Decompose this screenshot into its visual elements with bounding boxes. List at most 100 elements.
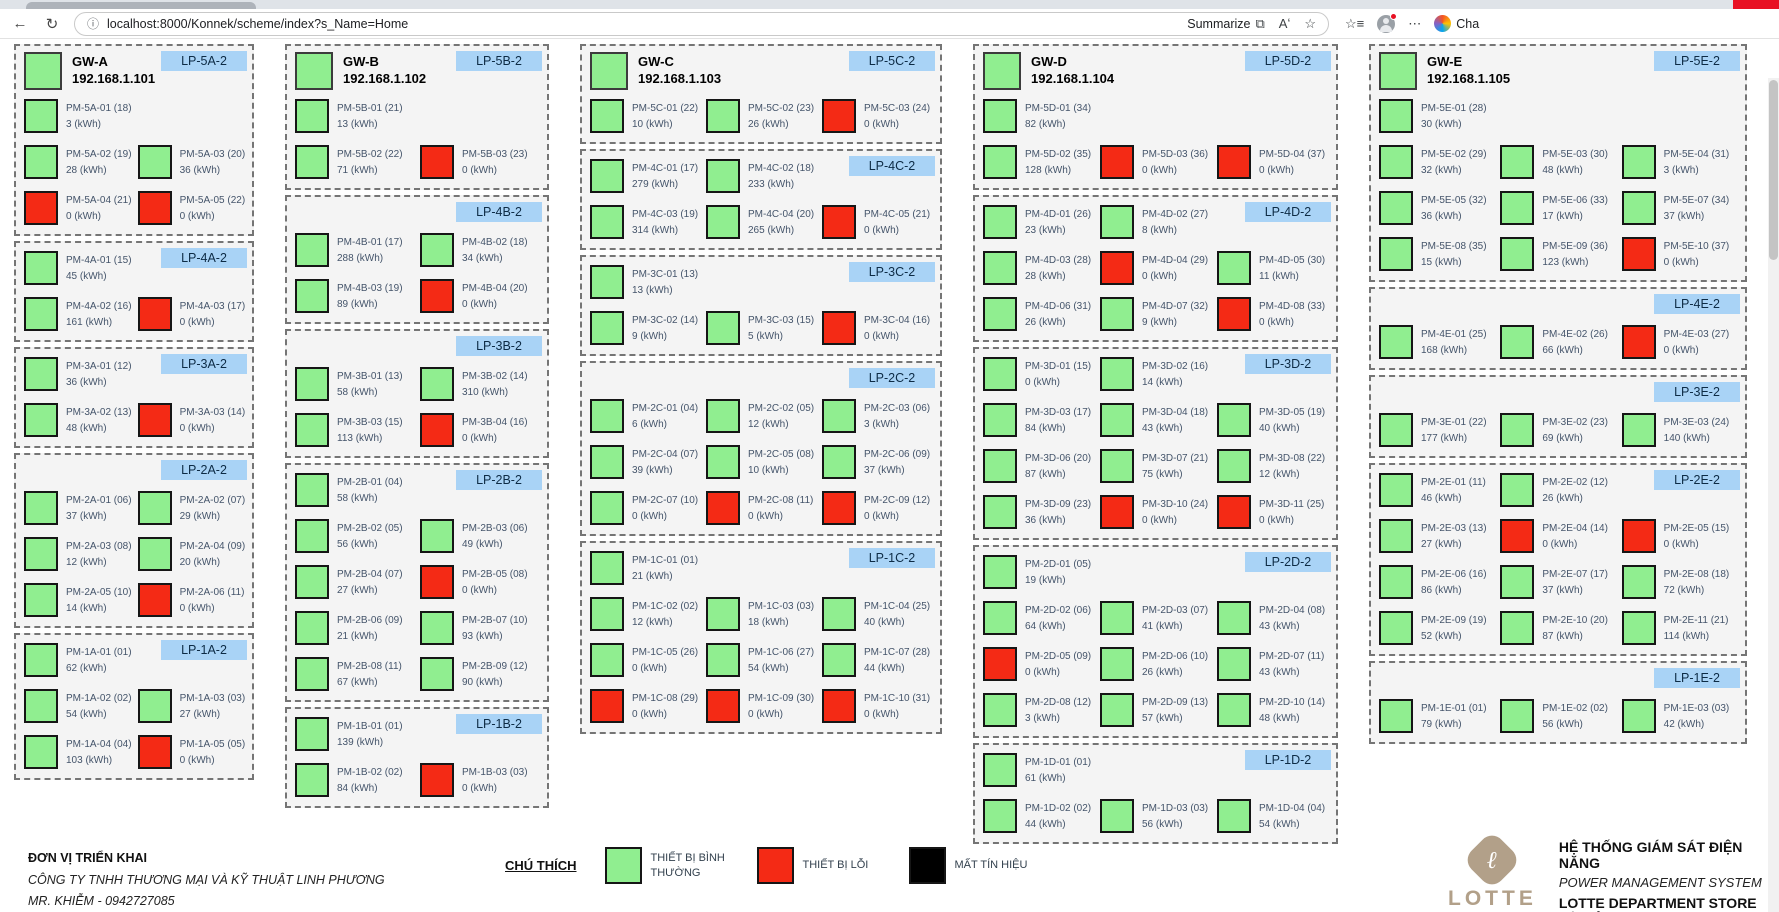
device-PM-4D-07[interactable]: PM-4D-07 (32) 9 (kWh) bbox=[1100, 295, 1211, 333]
device-PM-1B-01[interactable]: PM-1B-01 (01) 139 (kWh) bbox=[295, 715, 414, 753]
device-PM-5A-03[interactable]: PM-5A-03 (20) 36 (kWh) bbox=[137, 143, 245, 181]
device-PM-2C-05[interactable]: PM-2C-05 (08) 10 (kWh) bbox=[706, 443, 816, 481]
device-PM-5A-01[interactable]: PM-5A-01 (18) 3 (kWh) bbox=[24, 97, 132, 135]
refresh-button[interactable]: ↻ bbox=[45, 15, 59, 33]
device-PM-2E-06[interactable]: PM-2E-06 (16) 86 (kWh) bbox=[1379, 563, 1494, 601]
device-PM-2E-04[interactable]: PM-2E-04 (14) 0 (kWh) bbox=[1500, 517, 1615, 555]
device-PM-2A-04[interactable]: PM-2A-04 (09) 20 (kWh) bbox=[137, 535, 245, 573]
device-PM-3E-01[interactable]: PM-3E-01 (22) 177 (kWh) bbox=[1379, 411, 1494, 449]
device-PM-2A-06[interactable]: PM-2A-06 (11) 0 (kWh) bbox=[137, 581, 246, 619]
device-PM-5E-06[interactable]: PM-5E-06 (33) 17 (kWh) bbox=[1500, 189, 1615, 227]
device-PM-5D-01[interactable]: PM-5D-01 (34) 82 (kWh) bbox=[983, 97, 1094, 135]
device-PM-2E-01[interactable]: PM-2E-01 (11) 46 (kWh) bbox=[1379, 471, 1494, 509]
device-PM-3B-04[interactable]: PM-3B-04 (16) 0 (kWh) bbox=[420, 411, 539, 449]
device-PM-3D-11[interactable]: PM-3D-11 (25) 0 (kWh) bbox=[1217, 493, 1328, 531]
device-PM-2B-09[interactable]: PM-2B-09 (12) 90 (kWh) bbox=[420, 655, 539, 693]
device-PM-3D-02[interactable]: PM-3D-02 (16) 14 (kWh) bbox=[1100, 355, 1211, 393]
device-PM-4A-03[interactable]: PM-4A-03 (17) 0 (kWh) bbox=[137, 295, 245, 333]
device-PM-5B-03[interactable]: PM-5B-03 (23) 0 (kWh) bbox=[420, 143, 539, 181]
device-PM-1C-08[interactable]: PM-1C-08 (29) 0 (kWh) bbox=[590, 687, 700, 725]
device-PM-4D-06[interactable]: PM-4D-06 (31) 26 (kWh) bbox=[983, 295, 1094, 333]
device-PM-1C-10[interactable]: PM-1C-10 (31) 0 (kWh) bbox=[822, 687, 932, 725]
browser-tab[interactable] bbox=[26, 2, 256, 9]
device-PM-2A-05[interactable]: PM-2A-05 (10) 14 (kWh) bbox=[24, 581, 132, 619]
device-PM-4C-03[interactable]: PM-4C-03 (19) 314 (kWh) bbox=[590, 203, 700, 241]
site-info-icon[interactable]: ⓘ bbox=[87, 17, 100, 31]
device-PM-2E-07[interactable]: PM-2E-07 (17) 37 (kWh) bbox=[1500, 563, 1615, 601]
device-PM-5E-08[interactable]: PM-5E-08 (35) 15 (kWh) bbox=[1379, 235, 1494, 273]
device-PM-4D-02[interactable]: PM-4D-02 (27) 8 (kWh) bbox=[1100, 203, 1211, 241]
device-PM-4D-08[interactable]: PM-4D-08 (33) 0 (kWh) bbox=[1217, 295, 1328, 333]
device-PM-2D-01[interactable]: PM-2D-01 (05) 19 (kWh) bbox=[983, 553, 1094, 591]
device-PM-3B-01[interactable]: PM-3B-01 (13) 58 (kWh) bbox=[295, 365, 414, 403]
device-PM-3D-10[interactable]: PM-3D-10 (24) 0 (kWh) bbox=[1100, 493, 1211, 531]
device-PM-2E-10[interactable]: PM-2E-10 (20) 87 (kWh) bbox=[1500, 609, 1615, 647]
device-PM-5D-02[interactable]: PM-5D-02 (35) 128 (kWh) bbox=[983, 143, 1094, 181]
device-PM-2D-05[interactable]: PM-2D-05 (09) 0 (kWh) bbox=[983, 645, 1094, 683]
device-PM-2C-08[interactable]: PM-2C-08 (11) 0 (kWh) bbox=[706, 489, 816, 527]
device-PM-1D-03[interactable]: PM-1D-03 (03) 56 (kWh) bbox=[1100, 797, 1211, 835]
device-PM-5E-04[interactable]: PM-5E-04 (31) 3 (kWh) bbox=[1621, 143, 1737, 181]
device-PM-1D-01[interactable]: PM-1D-01 (01) 61 (kWh) bbox=[983, 751, 1094, 789]
device-PM-2D-07[interactable]: PM-2D-07 (11) 43 (kWh) bbox=[1217, 645, 1328, 683]
device-PM-5E-05[interactable]: PM-5E-05 (32) 36 (kWh) bbox=[1379, 189, 1494, 227]
device-PM-4D-01[interactable]: PM-4D-01 (26) 23 (kWh) bbox=[983, 203, 1094, 241]
device-PM-5A-02[interactable]: PM-5A-02 (19) 28 (kWh) bbox=[24, 143, 132, 181]
device-PM-2C-06[interactable]: PM-2C-06 (09) 37 (kWh) bbox=[822, 443, 932, 481]
device-PM-1C-02[interactable]: PM-1C-02 (02) 12 (kWh) bbox=[590, 595, 700, 633]
copilot-button[interactable]: Cha bbox=[1434, 15, 1479, 32]
device-PM-3D-05[interactable]: PM-3D-05 (19) 40 (kWh) bbox=[1217, 401, 1328, 439]
device-PM-5A-04[interactable]: PM-5A-04 (21) 0 (kWh) bbox=[24, 189, 132, 227]
device-PM-1A-02[interactable]: PM-1A-02 (02) 54 (kWh) bbox=[24, 687, 132, 725]
device-PM-3C-01[interactable]: PM-3C-01 (13) 13 (kWh) bbox=[590, 263, 700, 301]
device-PM-4C-04[interactable]: PM-4C-04 (20) 265 (kWh) bbox=[706, 203, 816, 241]
device-PM-5E-07[interactable]: PM-5E-07 (34) 37 (kWh) bbox=[1621, 189, 1737, 227]
device-PM-2C-09[interactable]: PM-2C-09 (12) 0 (kWh) bbox=[822, 489, 932, 527]
device-PM-2D-04[interactable]: PM-2D-04 (08) 43 (kWh) bbox=[1217, 599, 1328, 637]
device-PM-3D-06[interactable]: PM-3D-06 (20) 87 (kWh) bbox=[983, 447, 1094, 485]
device-PM-1C-07[interactable]: PM-1C-07 (28) 44 (kWh) bbox=[822, 641, 932, 679]
device-PM-3D-04[interactable]: PM-3D-04 (18) 43 (kWh) bbox=[1100, 401, 1211, 439]
device-PM-4A-01[interactable]: PM-4A-01 (15) 45 (kWh) bbox=[24, 249, 132, 287]
read-aloud-icon[interactable]: Aʻ bbox=[1278, 16, 1291, 31]
device-PM-1A-01[interactable]: PM-1A-01 (01) 62 (kWh) bbox=[24, 641, 132, 679]
device-PM-3A-03[interactable]: PM-3A-03 (14) 0 (kWh) bbox=[137, 401, 245, 439]
device-PM-4E-03[interactable]: PM-4E-03 (27) 0 (kWh) bbox=[1621, 323, 1737, 361]
device-PM-3B-03[interactable]: PM-3B-03 (15) 113 (kWh) bbox=[295, 411, 414, 449]
gateway-status-box[interactable] bbox=[24, 52, 62, 90]
device-PM-2B-06[interactable]: PM-2B-06 (09) 21 (kWh) bbox=[295, 609, 414, 647]
device-PM-2C-04[interactable]: PM-2C-04 (07) 39 (kWh) bbox=[590, 443, 700, 481]
device-PM-1A-04[interactable]: PM-1A-04 (04) 103 (kWh) bbox=[24, 733, 132, 771]
collections-icon[interactable]: ☆≡ bbox=[1345, 15, 1365, 31]
device-PM-2D-10[interactable]: PM-2D-10 (14) 48 (kWh) bbox=[1217, 691, 1328, 729]
device-PM-1E-03[interactable]: PM-1E-03 (03) 42 (kWh) bbox=[1621, 697, 1737, 735]
device-PM-1C-03[interactable]: PM-1C-03 (03) 18 (kWh) bbox=[706, 595, 816, 633]
device-PM-5A-05[interactable]: PM-5A-05 (22) 0 (kWh) bbox=[137, 189, 245, 227]
device-PM-2E-03[interactable]: PM-2E-03 (13) 27 (kWh) bbox=[1379, 517, 1494, 555]
gateway-status-box[interactable] bbox=[983, 52, 1021, 90]
device-PM-4E-02[interactable]: PM-4E-02 (26) 66 (kWh) bbox=[1500, 323, 1615, 361]
device-PM-5E-10[interactable]: PM-5E-10 (37) 0 (kWh) bbox=[1621, 235, 1737, 273]
device-PM-2D-03[interactable]: PM-2D-03 (07) 41 (kWh) bbox=[1100, 599, 1211, 637]
device-PM-3E-03[interactable]: PM-3E-03 (24) 140 (kWh) bbox=[1621, 411, 1737, 449]
device-PM-3A-01[interactable]: PM-3A-01 (12) 36 (kWh) bbox=[24, 355, 132, 393]
device-PM-5E-09[interactable]: PM-5E-09 (36) 123 (kWh) bbox=[1500, 235, 1615, 273]
device-PM-3B-02[interactable]: PM-3B-02 (14) 310 (kWh) bbox=[420, 365, 539, 403]
device-PM-4B-01[interactable]: PM-4B-01 (17) 288 (kWh) bbox=[295, 231, 414, 269]
favorite-star-icon[interactable]: ☆ bbox=[1304, 15, 1316, 31]
window-close-button[interactable] bbox=[1733, 0, 1779, 9]
address-bar[interactable]: ⓘ localhost:8000/Konnek/scheme/index?s_N… bbox=[74, 11, 1329, 36]
device-PM-3C-02[interactable]: PM-3C-02 (14) 9 (kWh) bbox=[590, 309, 700, 347]
device-PM-2E-02[interactable]: PM-2E-02 (12) 26 (kWh) bbox=[1500, 471, 1615, 509]
device-PM-1C-01[interactable]: PM-1C-01 (01) 21 (kWh) bbox=[590, 549, 700, 587]
device-PM-1A-03[interactable]: PM-1A-03 (03) 27 (kWh) bbox=[137, 687, 245, 725]
more-menu-icon[interactable]: ⋯ bbox=[1408, 15, 1422, 31]
device-PM-2B-07[interactable]: PM-2B-07 (10) 93 (kWh) bbox=[420, 609, 539, 647]
device-PM-3E-02[interactable]: PM-3E-02 (23) 69 (kWh) bbox=[1500, 411, 1615, 449]
page-scrollbar[interactable] bbox=[1768, 78, 1779, 912]
scrollbar-thumb[interactable] bbox=[1769, 80, 1778, 260]
device-PM-3D-07[interactable]: PM-3D-07 (21) 75 (kWh) bbox=[1100, 447, 1211, 485]
device-PM-4B-04[interactable]: PM-4B-04 (20) 0 (kWh) bbox=[420, 277, 539, 315]
device-PM-2D-09[interactable]: PM-2D-09 (13) 57 (kWh) bbox=[1100, 691, 1211, 729]
gateway-status-box[interactable] bbox=[1379, 52, 1417, 90]
